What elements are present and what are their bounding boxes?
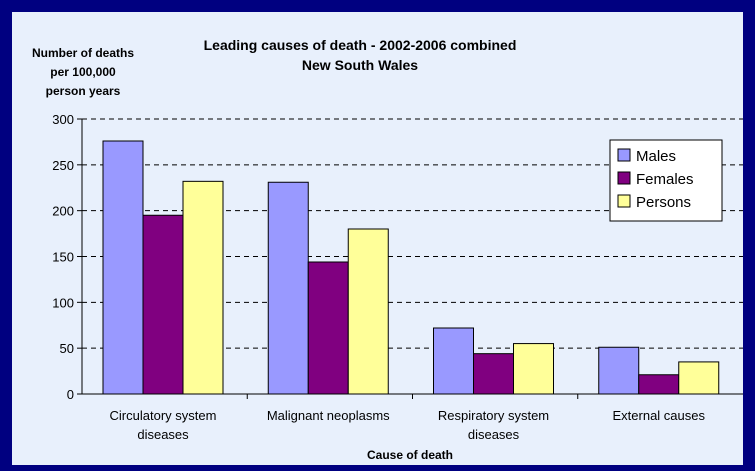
- bar-males: [433, 327, 474, 395]
- bar-females: [638, 374, 680, 395]
- bar-persons: [513, 343, 554, 395]
- bar-females: [307, 261, 349, 395]
- x-axis-title: Cause of death: [367, 448, 453, 462]
- y-tick-label: 250: [52, 158, 74, 173]
- bar-chart: Leading causes of death - 2002-2006 comb…: [32, 37, 743, 462]
- y-tick-label: 100: [52, 295, 74, 310]
- x-tick-label: diseases: [137, 427, 189, 442]
- y-tick-label: 300: [52, 112, 74, 127]
- y-tick-label: 150: [52, 250, 74, 265]
- chart-title-line-2: New South Wales: [302, 57, 418, 73]
- bar-males: [598, 346, 640, 395]
- y-tick-label: 0: [67, 387, 74, 402]
- chart-panel: Leading causes of death - 2002-2006 comb…: [12, 12, 743, 465]
- legend-swatch-persons: [617, 194, 631, 208]
- y-axis-title-line-2: per 100,000: [50, 65, 116, 79]
- chart-title: Leading causes of death - 2002-2006 comb…: [204, 37, 517, 73]
- legend-label-persons: Persons: [636, 194, 691, 211]
- bar-females: [473, 353, 514, 395]
- bar-males: [267, 181, 309, 395]
- y-axis-title: Number of deaths per 100,000 person year…: [32, 46, 134, 98]
- x-tick-label: Circulatory system: [110, 408, 217, 423]
- legend-swatch-males: [617, 148, 631, 162]
- x-tick-label: Malignant neoplasms: [267, 408, 390, 423]
- y-tick-label: 200: [52, 204, 74, 219]
- legend-label-females: Females: [636, 171, 694, 188]
- plot-area: 0 50 100 150 200 250 300 Circulatory system dise…: [52, 112, 743, 442]
- legend-swatch-females: [617, 171, 631, 185]
- x-tick-label: diseases: [468, 427, 520, 442]
- bar-persons: [182, 180, 224, 395]
- bar-persons: [678, 361, 720, 395]
- legend-label-males: Males: [636, 148, 676, 165]
- x-tick-label: Respiratory system: [438, 408, 549, 423]
- chart-title-line-1: Leading causes of death - 2002-2006 comb…: [204, 37, 517, 53]
- y-axis-title-line-3: person years: [46, 84, 121, 98]
- bar-persons: [347, 228, 389, 395]
- y-axis-title-line-1: Number of deaths: [32, 46, 134, 60]
- y-tick-label: 50: [60, 341, 74, 356]
- bar-females: [142, 214, 184, 395]
- x-tick-label: External causes: [613, 408, 706, 423]
- bar-males: [102, 140, 144, 395]
